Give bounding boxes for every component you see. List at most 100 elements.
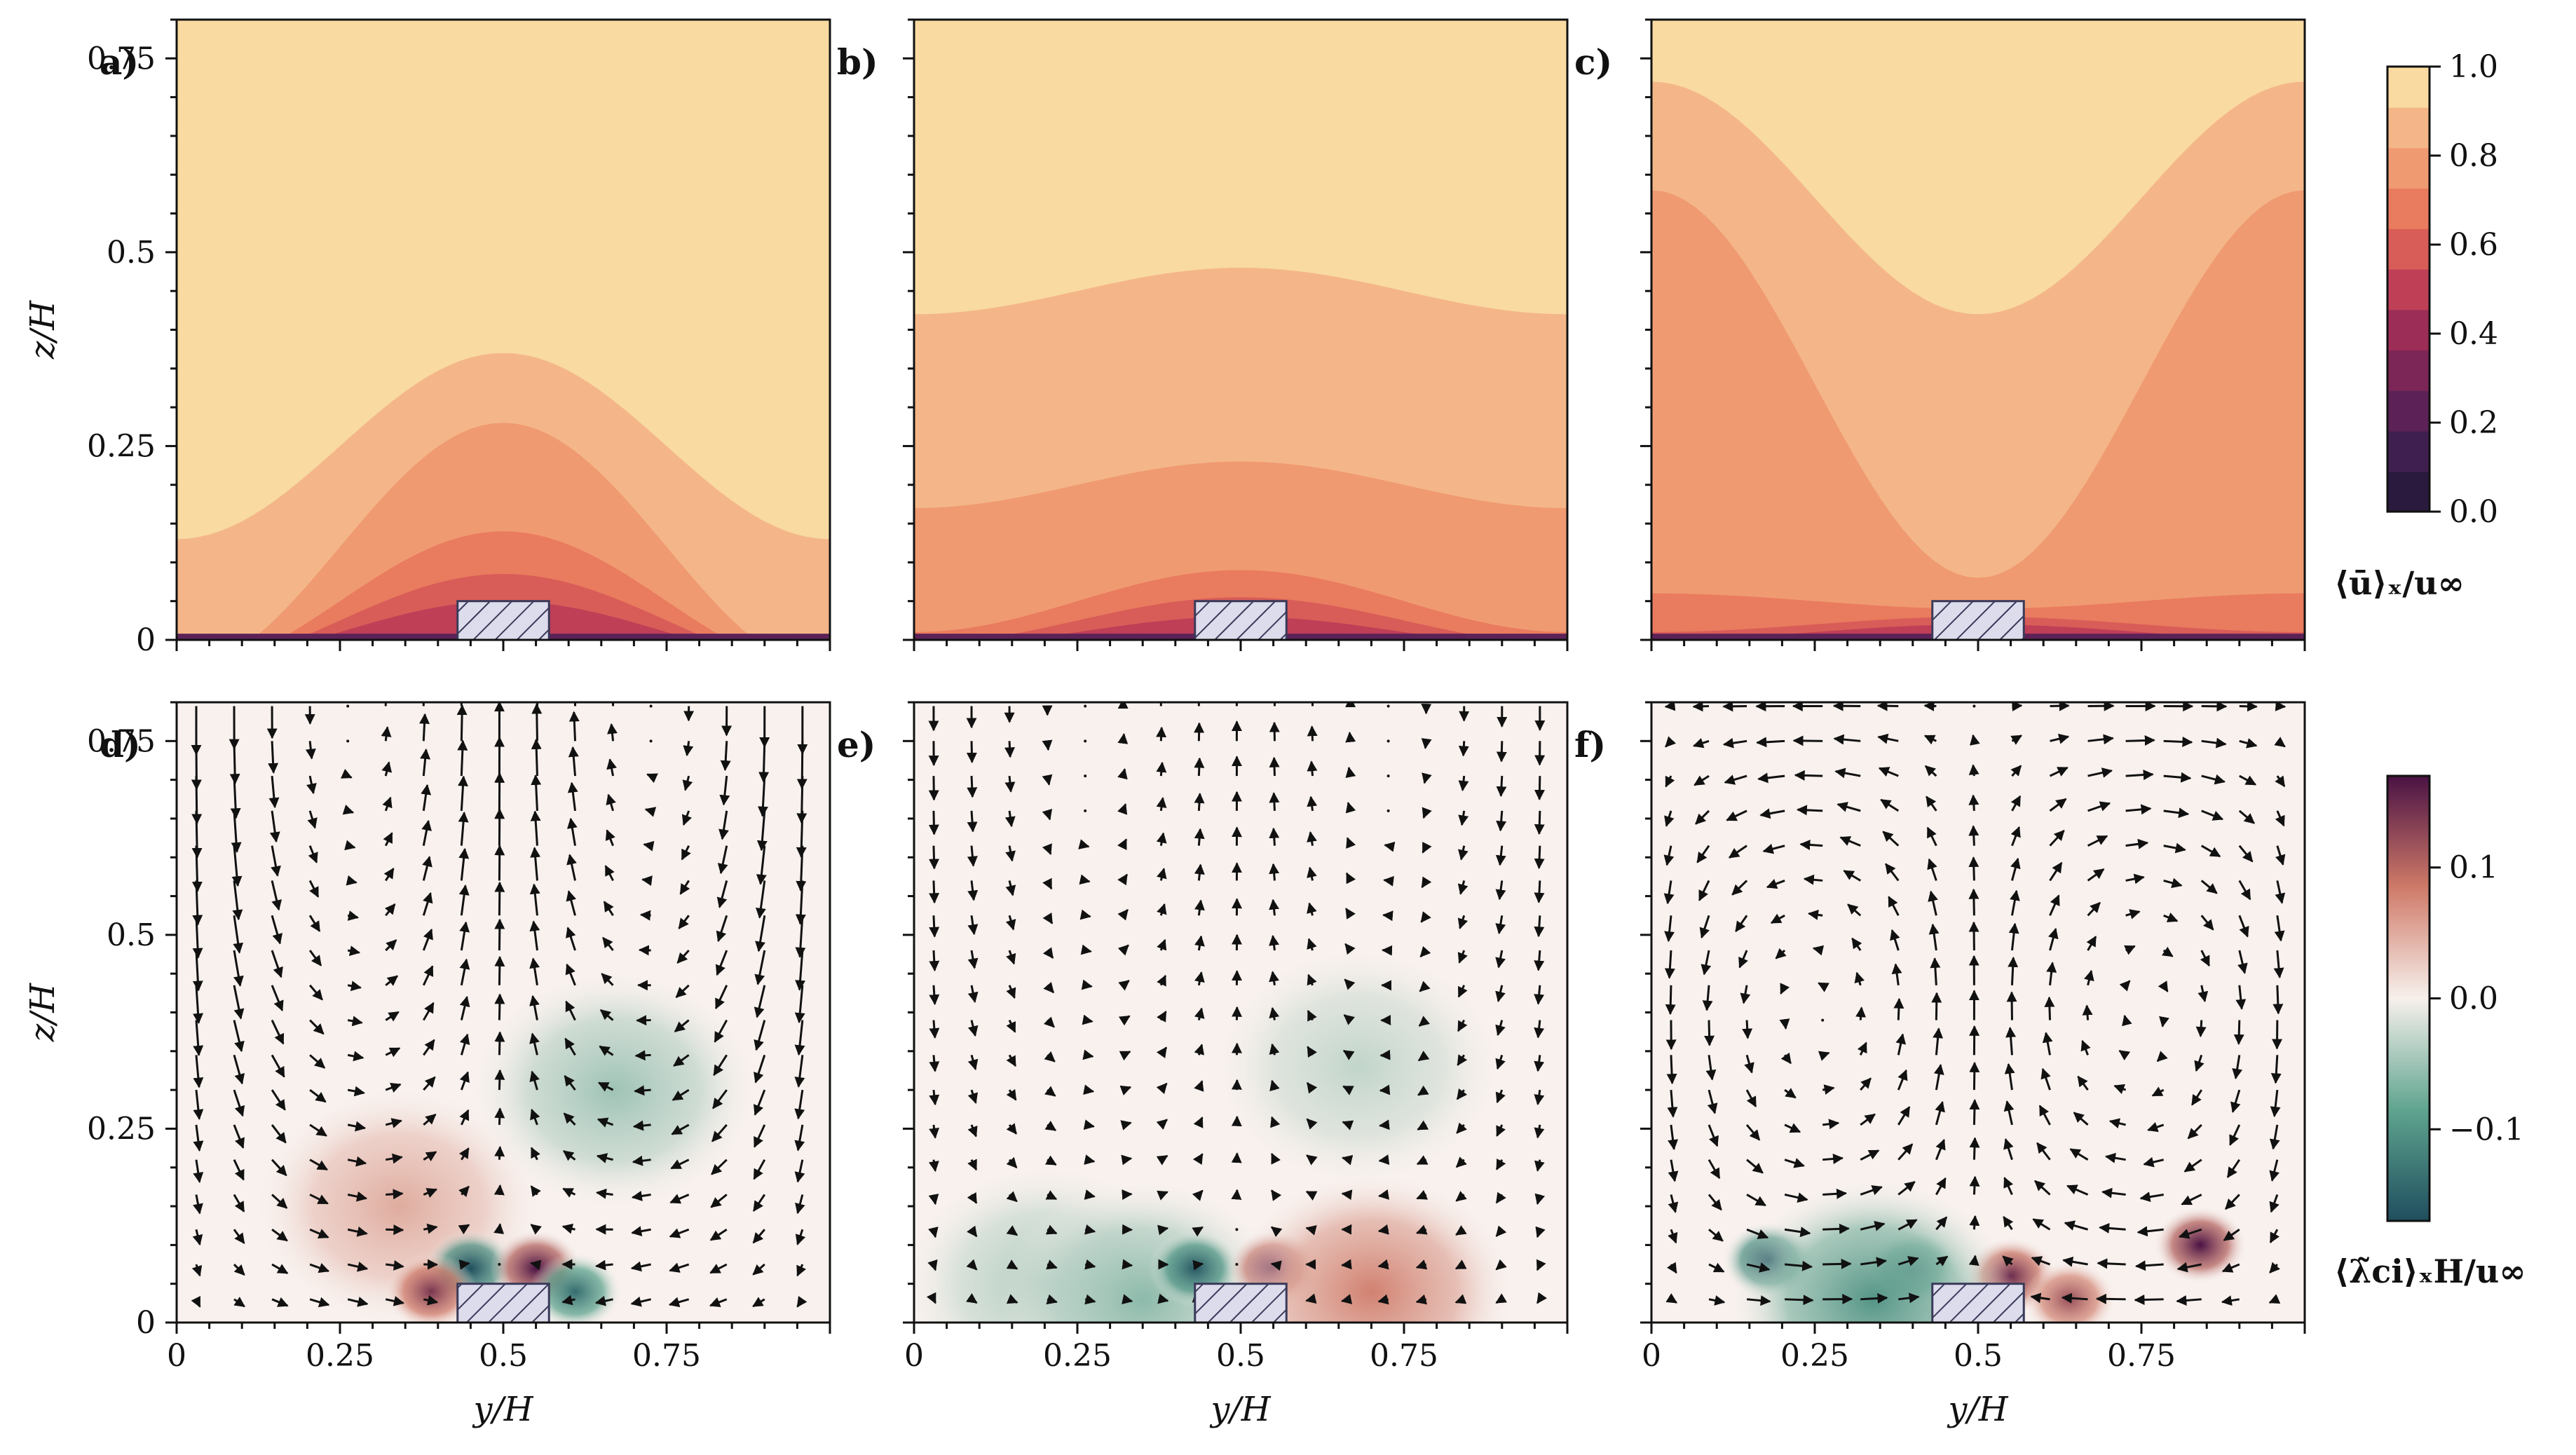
velocity-vector	[1006, 950, 1016, 965]
velocity-vector	[967, 1089, 978, 1104]
velocity-vector	[1935, 1255, 1949, 1266]
velocity-vector	[494, 1107, 505, 1125]
vector-dot	[1084, 774, 1087, 778]
velocity-vector	[494, 918, 505, 951]
swirl-field	[177, 702, 830, 1323]
velocity-vector	[2275, 702, 2287, 711]
velocity-vector	[794, 1020, 805, 1056]
velocity-vector	[1495, 1020, 1506, 1037]
velocity-vector	[929, 985, 940, 1006]
velocity-vector	[1457, 1019, 1468, 1032]
vector-dot	[346, 739, 350, 743]
velocity-vector	[1306, 1154, 1318, 1166]
velocity-vector	[2221, 1262, 2240, 1273]
velocity-vector	[2031, 1256, 2051, 1266]
velocity-vector	[1418, 1016, 1431, 1027]
velocity-vector	[1121, 1154, 1133, 1166]
velocity-vector	[2101, 1187, 2126, 1198]
velocity-vector	[606, 793, 616, 812]
velocity-vector	[2274, 915, 2285, 942]
velocity-vector	[716, 880, 728, 908]
velocity-vector	[347, 1016, 363, 1027]
vortex-blob	[2153, 1206, 2247, 1284]
velocity-vector	[1044, 1086, 1056, 1097]
velocity-vector	[568, 711, 580, 742]
velocity-vector	[233, 1089, 245, 1117]
velocity-vector	[1006, 1225, 1018, 1236]
colorbar-swirl: 0.1 0.0 −0.1	[2386, 774, 2524, 1222]
velocity-vector	[1839, 836, 1861, 847]
velocity-vector	[566, 890, 577, 916]
velocity-vector	[926, 1292, 936, 1304]
velocity-vector	[347, 1191, 368, 1202]
vortex-blob	[1228, 1172, 1515, 1323]
velocity-vector	[1157, 1011, 1167, 1023]
velocity-vector	[563, 1112, 576, 1126]
velocity-vector	[641, 875, 653, 887]
velocity-vector	[2050, 733, 2070, 744]
y-tick-label: 0.25	[87, 428, 156, 464]
velocity-vector	[193, 1089, 204, 1120]
velocity-vector	[1668, 1124, 1679, 1151]
velocity-vector	[1746, 1262, 1771, 1273]
velocity-vector	[2010, 826, 2021, 847]
velocity-vector	[1668, 1159, 1679, 1182]
velocity-vector	[1004, 775, 1016, 793]
velocity-vector	[1735, 915, 1748, 932]
velocity-vector	[233, 1194, 245, 1212]
velocity-vector	[423, 1113, 437, 1126]
velocity-vector	[1860, 1220, 1886, 1231]
velocity-vector	[1117, 944, 1129, 956]
velocity-vector	[929, 1089, 940, 1106]
velocity-vector	[2038, 1105, 2051, 1126]
velocity-vector	[567, 781, 578, 812]
velocity-vector	[2275, 880, 2286, 904]
velocity-vector	[1044, 1051, 1056, 1063]
velocity-vector	[1416, 1155, 1429, 1166]
velocity-vector	[1078, 839, 1090, 849]
velocity-vector	[2200, 880, 2218, 894]
velocity-vector	[683, 741, 694, 757]
velocity-vector	[385, 1011, 400, 1022]
velocity-vector	[309, 1159, 329, 1171]
velocity-vector	[268, 741, 279, 774]
velocity-vector	[668, 1297, 690, 1308]
velocity-vector	[1156, 1082, 1168, 1095]
velocity-vector	[1377, 1224, 1389, 1235]
velocity-vector	[1269, 899, 1280, 916]
velocity-vector	[565, 1000, 576, 1021]
velocity-vector	[233, 950, 244, 987]
panel-d: 0 0.25 0.5 0.75 0 0.25 0.5 0.75 y/H z/H d)	[23, 701, 831, 1429]
velocity-vector	[1006, 1019, 1016, 1033]
velocity-vector	[2272, 985, 2284, 1015]
velocity-vector	[1708, 1295, 1726, 1306]
velocity-vector	[1746, 1194, 1766, 1207]
velocity-vector	[2134, 1295, 2164, 1306]
velocity-vector	[1421, 876, 1432, 889]
vector-dot	[1386, 704, 1390, 708]
velocity-vector	[681, 845, 691, 861]
velocity-vector	[2119, 980, 2131, 992]
velocity-vector	[755, 915, 766, 952]
velocity-vector	[1345, 801, 1356, 814]
velocity-vector	[308, 950, 322, 966]
velocity-vector	[794, 1159, 805, 1183]
velocity-vector	[966, 1259, 978, 1271]
velocity-vector	[1495, 1054, 1506, 1070]
velocity-vector	[1270, 1116, 1281, 1128]
colorbar-velocity-segment	[2387, 390, 2430, 432]
velocity-vector	[1935, 1138, 1946, 1161]
velocity-vector	[271, 1297, 289, 1307]
vector-dot	[1084, 809, 1087, 812]
velocity-vector	[1666, 1055, 1677, 1085]
panel-label: a)	[100, 41, 139, 83]
panel-f: 0 0.25 0.5 0.75 y/H f)	[1574, 701, 2306, 1429]
velocity-vector	[710, 1194, 728, 1208]
velocity-vector	[566, 927, 576, 951]
velocity-vector	[1457, 1054, 1468, 1066]
velocity-vector	[2125, 873, 2145, 884]
velocity-vector	[1419, 945, 1431, 958]
velocity-vector	[1495, 1293, 1508, 1304]
velocity-vector	[1156, 868, 1167, 881]
contour-region-0.8	[914, 461, 1567, 640]
